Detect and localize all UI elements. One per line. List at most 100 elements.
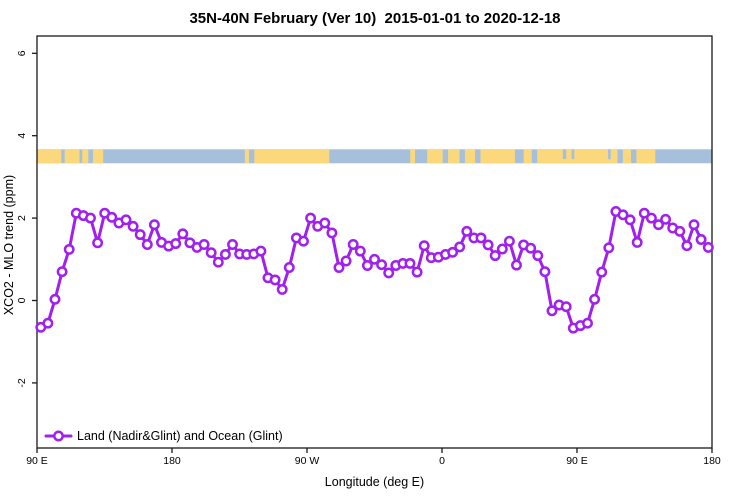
data-point — [454, 241, 466, 253]
land-ocean-strip — [37, 149, 712, 164]
y-tick-label: 6 — [16, 50, 28, 56]
series-line — [39, 210, 710, 330]
data-point — [404, 257, 416, 269]
data-point — [361, 260, 373, 271]
data-point — [496, 243, 508, 255]
data-point — [354, 245, 366, 257]
land-segment — [537, 149, 618, 164]
land-segment — [64, 149, 80, 164]
data-point — [681, 240, 693, 252]
data-point — [638, 207, 650, 219]
chart-title: 35N-40N February (Ver 10) 2015-01-01 to … — [189, 10, 561, 27]
data-point — [340, 255, 352, 267]
data-point — [141, 239, 153, 250]
data-point — [631, 236, 643, 248]
data-series — [35, 206, 714, 334]
data-point — [63, 243, 75, 255]
x-tick-label: 180 — [703, 455, 721, 467]
data-point — [212, 256, 224, 268]
data-point — [333, 262, 345, 273]
x-tick-label: 180 — [163, 455, 181, 467]
data-point — [511, 259, 522, 271]
data-point — [85, 212, 96, 224]
legend-marker — [44, 430, 73, 442]
data-point — [653, 219, 664, 231]
data-point — [645, 212, 657, 224]
data-point — [461, 225, 473, 237]
data-point — [624, 214, 636, 226]
data-point — [418, 240, 430, 252]
y-axis-label: XCO2 - MLO trend (ppm) — [2, 174, 16, 316]
data-point — [42, 317, 54, 329]
ocean-patch — [562, 149, 567, 160]
data-point — [447, 246, 459, 258]
data-point — [582, 317, 593, 329]
x-tick-label: 90 E — [26, 455, 48, 467]
data-point — [276, 283, 288, 295]
data-point — [269, 274, 281, 286]
data-point — [411, 266, 423, 278]
data-point — [49, 293, 61, 305]
y-axis-ticks: -2 0 2 4 6 — [16, 50, 37, 388]
data-point — [148, 219, 160, 231]
land-segment — [464, 149, 476, 164]
data-point — [347, 239, 359, 250]
data-point — [227, 239, 238, 250]
data-point — [305, 212, 317, 224]
land-segment — [254, 149, 330, 164]
land-segment — [244, 149, 249, 164]
land-segment — [410, 149, 415, 164]
data-point — [695, 234, 707, 245]
land-segment — [622, 149, 631, 164]
data-point — [219, 248, 231, 260]
y-tick-label: 4 — [16, 133, 28, 139]
data-point — [603, 242, 615, 254]
x-tick-label: 90 E — [566, 455, 588, 467]
data-point — [702, 241, 714, 253]
land-segment — [448, 149, 460, 164]
data-point — [127, 220, 139, 232]
x-axis-label: Longitude (deg E) — [324, 475, 425, 489]
data-point — [660, 213, 672, 225]
plot-box — [36, 35, 713, 449]
data-point — [532, 250, 544, 262]
data-point — [589, 293, 601, 305]
data-point — [170, 238, 182, 250]
data-point — [674, 225, 686, 237]
data-point — [319, 217, 331, 229]
land-segment — [427, 149, 443, 164]
data-point — [205, 247, 217, 259]
data-point — [177, 228, 189, 240]
data-point — [617, 209, 629, 221]
data-point — [383, 267, 395, 279]
data-point — [489, 250, 501, 262]
data-point — [525, 242, 537, 254]
y-tick-label: 0 — [16, 297, 28, 303]
land-segment — [93, 149, 104, 164]
data-point — [106, 211, 118, 223]
data-point — [298, 235, 309, 247]
data-point — [560, 301, 572, 313]
data-point — [56, 266, 68, 278]
data-point — [120, 214, 132, 226]
data-point — [546, 305, 558, 317]
x-tick-label: 90 W — [295, 455, 320, 467]
ocean-patch — [571, 149, 575, 160]
data-point — [596, 266, 608, 278]
x-tick-label: 0 — [439, 455, 445, 467]
data-point — [475, 232, 487, 244]
ocean-patch — [608, 149, 611, 160]
data-point — [92, 237, 104, 249]
data-point — [255, 245, 267, 257]
land-segment — [37, 149, 62, 164]
land-segment — [480, 149, 515, 164]
y-tick-label: -2 — [16, 378, 28, 387]
x-axis-ticks: 90 E 180 90 W 0 90 E 180 — [26, 448, 721, 467]
y-tick-label: 2 — [16, 215, 28, 221]
legend-label: Land (Nadir&Glint) and Ocean (Glint) — [77, 429, 283, 443]
land-segment — [636, 149, 656, 164]
data-point — [503, 235, 515, 247]
legend-circle-icon — [53, 430, 64, 442]
data-point — [539, 266, 551, 278]
